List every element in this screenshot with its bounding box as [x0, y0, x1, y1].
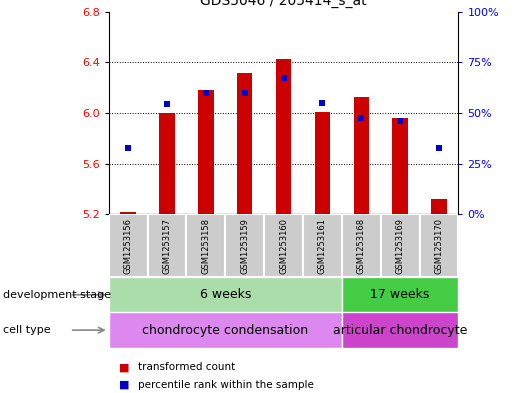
Bar [315, 112, 330, 214]
Bar [147, 214, 187, 277]
Bar [198, 90, 214, 214]
Text: GSM1253161: GSM1253161 [318, 218, 327, 274]
Bar [342, 214, 381, 277]
Bar [120, 212, 136, 214]
Bar [264, 214, 303, 277]
Text: ■: ■ [119, 380, 130, 390]
Bar [187, 214, 225, 277]
Bar [392, 118, 408, 214]
Bar [237, 73, 252, 214]
Bar [159, 113, 175, 214]
Bar [381, 214, 420, 277]
Bar [420, 214, 458, 277]
Text: GSM1253156: GSM1253156 [123, 218, 132, 274]
Text: 6 weeks: 6 weeks [200, 288, 251, 301]
Text: ■: ■ [119, 362, 130, 373]
Text: cell type: cell type [3, 325, 50, 335]
Text: transformed count: transformed count [138, 362, 235, 373]
Bar [303, 214, 342, 277]
Bar [342, 312, 458, 348]
Bar [431, 199, 447, 214]
Bar [109, 214, 147, 277]
Bar [354, 97, 369, 214]
Text: GSM1253168: GSM1253168 [357, 218, 366, 274]
Text: GSM1253157: GSM1253157 [163, 218, 171, 274]
Bar [109, 312, 342, 348]
Text: 17 weeks: 17 weeks [370, 288, 430, 301]
Text: GSM1253169: GSM1253169 [396, 218, 404, 274]
Title: GDS5046 / 205414_s_at: GDS5046 / 205414_s_at [200, 0, 367, 8]
Bar [225, 214, 264, 277]
Text: GSM1253158: GSM1253158 [201, 218, 210, 274]
Text: chondrocyte condensation: chondrocyte condensation [142, 323, 308, 337]
Bar [276, 59, 292, 214]
Text: GSM1253159: GSM1253159 [240, 218, 249, 274]
Bar [342, 277, 458, 312]
Text: percentile rank within the sample: percentile rank within the sample [138, 380, 314, 390]
Text: GSM1253160: GSM1253160 [279, 218, 288, 274]
Bar [109, 277, 342, 312]
Text: GSM1253170: GSM1253170 [435, 218, 444, 274]
Text: articular chondrocyte: articular chondrocyte [333, 323, 467, 337]
Text: development stage: development stage [3, 290, 111, 300]
